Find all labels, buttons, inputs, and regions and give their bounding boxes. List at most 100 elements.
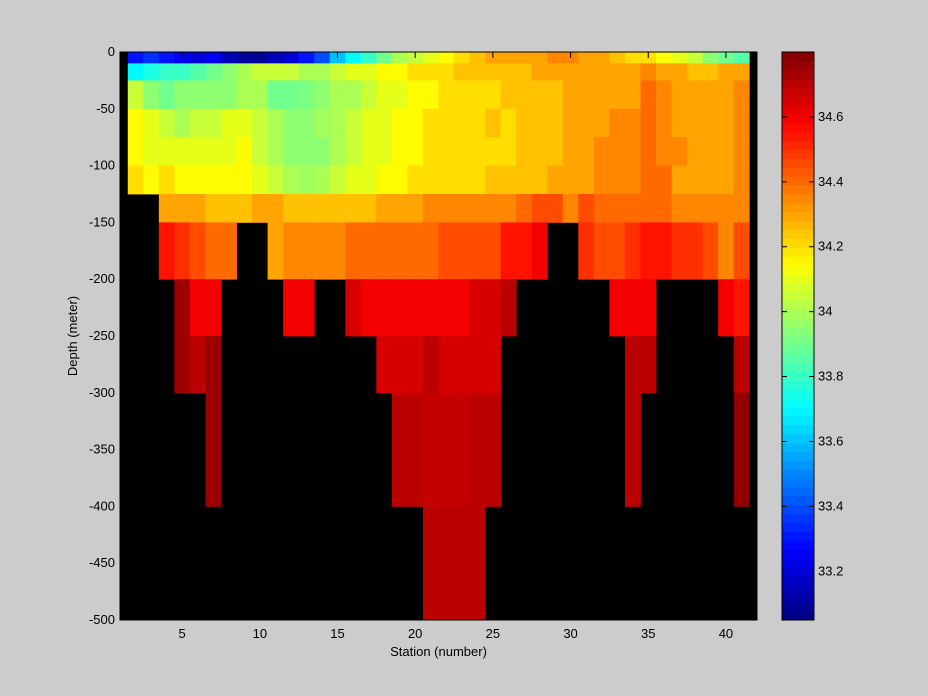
heatmap-cell	[376, 279, 393, 337]
heatmap-cell	[624, 137, 641, 166]
heatmap-cell	[438, 108, 455, 138]
heatmap-cell	[578, 137, 595, 166]
heatmap-cell	[516, 194, 533, 223]
heatmap-cell	[469, 52, 486, 64]
heatmap-cell	[593, 52, 610, 64]
heatmap-cell	[733, 80, 750, 110]
heatmap-cell	[345, 63, 362, 81]
heatmap-cell	[189, 63, 206, 81]
colorbar-band	[782, 611, 814, 621]
heatmap-cell	[733, 137, 750, 166]
heatmap-cell	[454, 165, 470, 195]
heatmap-cell	[438, 506, 455, 621]
heatmap-cell	[345, 222, 362, 280]
heatmap-cell	[267, 80, 284, 110]
heatmap-cell	[407, 279, 424, 337]
heatmap-cell	[454, 194, 470, 223]
colorbar-tick-label: 34.6	[818, 109, 843, 124]
heatmap-cell	[469, 222, 486, 280]
heatmap-cell	[733, 63, 750, 81]
heatmap-cell	[267, 165, 284, 195]
colorbar-band	[782, 442, 814, 452]
heatmap-cell	[438, 137, 455, 166]
heatmap-cell	[718, 194, 735, 223]
colorbar-band	[782, 531, 814, 541]
heatmap-cell	[407, 63, 424, 81]
heatmap-cell	[656, 63, 672, 81]
heatmap-cell	[687, 222, 704, 280]
heatmap-cell	[733, 108, 750, 138]
heatmap-cell	[283, 52, 300, 64]
heatmap-cell	[485, 336, 502, 394]
heatmap-cell	[718, 222, 735, 280]
heatmap-cell	[702, 137, 719, 166]
heatmap-cell	[469, 165, 486, 195]
colorbar-band	[782, 380, 814, 390]
heatmap-cell	[578, 165, 595, 195]
heatmap-cell	[469, 63, 486, 81]
heatmap-cell	[547, 63, 564, 81]
heatmap-cell	[360, 279, 377, 337]
colorbar-band	[782, 495, 814, 506]
heatmap-cell	[314, 63, 331, 81]
heatmap-cell	[220, 137, 237, 166]
heatmap-cell	[189, 222, 206, 280]
heatmap-cell	[454, 222, 470, 280]
heatmap-cell	[158, 52, 175, 64]
heatmap-cell	[656, 52, 672, 64]
y-tick-label: -200	[89, 271, 115, 286]
colorbar-band	[782, 194, 814, 204]
heatmap-cell	[267, 194, 284, 223]
heatmap-cell	[345, 137, 362, 166]
colorbar-band	[782, 185, 814, 195]
heatmap-cell	[562, 137, 579, 166]
heatmap-cell	[391, 63, 408, 81]
colorbar-band	[782, 105, 814, 115]
heatmap-cell	[624, 63, 641, 81]
heatmap-cell	[454, 392, 470, 507]
heatmap-cell	[407, 222, 424, 280]
heatmap-cell	[454, 279, 470, 337]
heatmap-cell	[469, 392, 486, 507]
heatmap-cell	[298, 63, 315, 81]
heatmap-cell	[205, 108, 222, 138]
heatmap-cell	[516, 80, 533, 110]
heatmap-cell	[329, 108, 346, 138]
y-tick-label: -100	[89, 158, 115, 173]
heatmap-cell	[127, 137, 144, 166]
colorbar-band	[782, 469, 814, 479]
heatmap-cell	[267, 222, 284, 280]
heatmap-cell	[174, 194, 191, 223]
colorbar-band	[782, 273, 814, 284]
colorbar-band	[782, 202, 814, 213]
heatmap-cell	[345, 165, 362, 195]
heatmap-cell	[624, 52, 641, 64]
heatmap-cell	[500, 222, 517, 280]
heatmap-cell	[656, 222, 672, 280]
heatmap-cell	[718, 137, 735, 166]
heatmap-cell	[298, 222, 315, 280]
colorbar-tick-label: 34	[818, 304, 832, 319]
heatmap-cell	[718, 165, 735, 195]
colorbar-band	[782, 478, 814, 488]
heatmap-cell	[407, 392, 424, 507]
y-tick-label: -350	[89, 442, 115, 457]
heatmap-cell	[516, 108, 533, 138]
heatmap-cell	[267, 63, 284, 81]
heatmap-cell	[624, 194, 641, 223]
colorbar-band	[782, 389, 814, 399]
colorbar-band	[782, 265, 814, 275]
colorbar-tick-label: 33.2	[818, 563, 843, 578]
colorbar-band	[782, 513, 814, 523]
heatmap-cell	[422, 63, 439, 81]
heatmap-cell	[422, 506, 439, 621]
heatmap-cell	[578, 222, 595, 280]
colorbar-band	[782, 522, 814, 532]
heatmap-cell	[298, 108, 315, 138]
heatmap-cell	[485, 137, 502, 166]
colorbar-band	[782, 584, 814, 594]
heatmap-cell	[189, 137, 206, 166]
colorbar-band	[782, 540, 814, 550]
heatmap-cell	[718, 279, 735, 337]
colorbar-band	[782, 353, 814, 364]
